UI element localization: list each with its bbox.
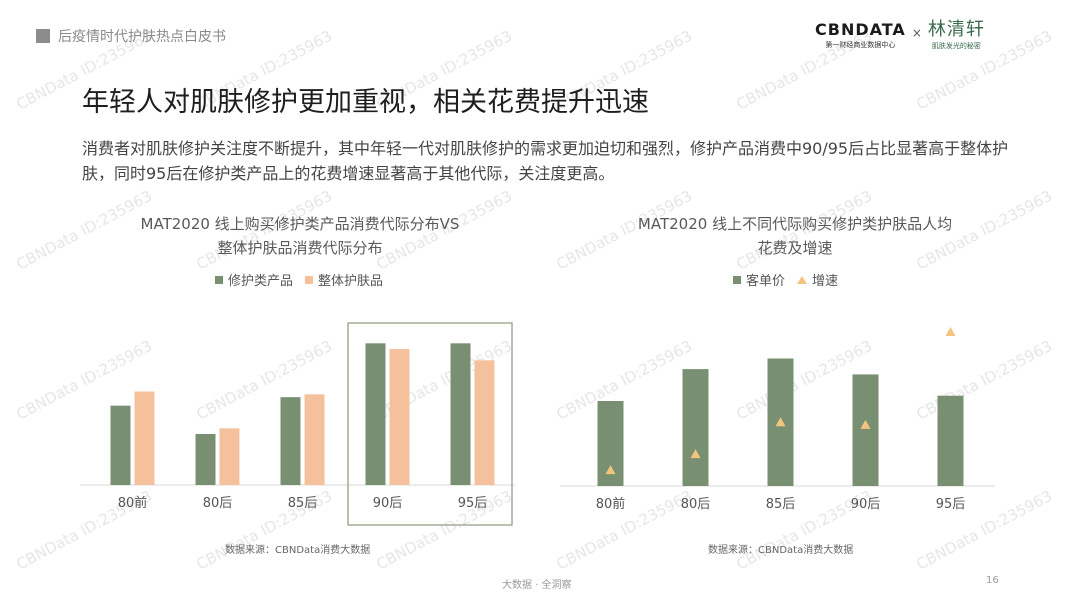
chart2-tick-label: 95后: [936, 497, 966, 512]
chart2-marker-1: [605, 465, 616, 475]
chart2-legend-item-2: 增速: [797, 270, 838, 289]
chart2-plot: 80前 80后 85后 90后 95后: [560, 326, 995, 512]
chart1-legend-item-2: 整体护肤品: [305, 270, 383, 289]
page-description: 消费者对肌肤修护关注度不断提升，其中年轻一代对肌肤修护的需求更加迫切和强烈，修护…: [82, 139, 1009, 183]
chart1-bar-2-4: [389, 349, 410, 485]
partner-logo: 林清轩 肌肤发光的秘密: [928, 20, 985, 51]
chart1-bar-1-2: [195, 434, 216, 485]
chart2-marker-4: [860, 419, 871, 429]
chart1-legend-label-2: 整体护肤品: [318, 274, 384, 289]
chart1-tick-label: 90后: [373, 496, 403, 511]
chart2-source: 数据来源：CBNData消费大数据: [708, 545, 854, 556]
chart1-bar-1-5: [450, 343, 471, 485]
chart1-bar-2-5: [474, 360, 495, 485]
chart2-tick-label: 80前: [596, 496, 626, 512]
chart1-tick-label: 80后: [203, 496, 233, 511]
section-header: 后疫情时代护肤热点白皮书: [36, 26, 226, 46]
chart2-legend-item-1: 客单价: [733, 270, 785, 289]
page-title: 年轻人对肌肤修护更加重视，相关花费提升迅速: [82, 87, 649, 118]
cbndata-logo: CBNDATA 第一财经商业数据中心: [815, 20, 906, 50]
chart2-tick-label: 90后: [851, 497, 881, 512]
chart1-legend-item-1: 修护类产品: [215, 270, 293, 289]
chart2-marker-5: [945, 326, 956, 336]
green-square-icon: [733, 275, 741, 284]
chart1-highlight-box: [347, 322, 513, 526]
page-number: 16: [986, 575, 999, 586]
chart1-legend: 修护类产品 整体护肤品: [215, 270, 395, 289]
section-label: 后疫情时代护肤热点白皮书: [58, 29, 226, 45]
chart2-title-line1: MAT2020 线上不同代际购买修护类护肤品人均: [637, 215, 953, 233]
brand-logos: CBNDATA 第一财经商业数据中心 × 林清轩 肌肤发光的秘密: [815, 20, 985, 51]
chart1-bar-1-4: [365, 343, 386, 485]
chart2-title-line2: 花费及增速: [757, 239, 833, 257]
section-square-icon: [36, 29, 50, 43]
chart1-legend-label-1: 修护类产品: [228, 274, 294, 289]
chart1-plot: 80前 80后 85后 90后 95后: [80, 322, 515, 526]
chart1-bar-2-3: [304, 394, 325, 485]
chart2-bar-5: [937, 395, 964, 486]
chart1-title-line1: MAT2020 线上购买修护类产品消费代际分布VS: [140, 215, 460, 233]
chart2-legend-label-2: 增速: [812, 274, 839, 289]
chart1-title-line2: 整体护肤品消费代际分布: [217, 239, 383, 257]
triangle-icon: [797, 275, 808, 284]
chart2-marker-2: [690, 449, 701, 459]
chart1-source: 数据来源：CBNData消费大数据: [225, 545, 371, 556]
chart2-title: MAT2020 线上不同代际购买修护类护肤品人均 花费及增速: [595, 212, 995, 260]
chart1-tick-label: 85后: [288, 496, 318, 511]
cbndata-name: CBNDATA: [815, 20, 906, 39]
chart1-bar-2-1: [134, 391, 155, 485]
chart2-bar-2: [682, 369, 709, 486]
green-square-icon: [215, 275, 223, 284]
chart2-legend-label-1: 客单价: [746, 274, 786, 289]
chart1-bar-2-2: [219, 428, 240, 485]
cbndata-tagline: 第一财经商业数据中心: [825, 41, 896, 49]
chart2-bar-4: [852, 374, 879, 486]
chart1-title: MAT2020 线上购买修护类产品消费代际分布VS 整体护肤品消费代际分布: [110, 212, 490, 260]
partner-name: 林清轩: [927, 19, 985, 40]
chart2-tick-label: 85后: [766, 497, 796, 512]
brand-separator: ×: [911, 26, 922, 40]
chart1-bar-1-3: [280, 397, 301, 485]
chart1-bar-1-1: [110, 405, 131, 485]
chart2-tick-label: 80后: [681, 497, 711, 512]
chart2-legend: 客单价 增速: [733, 270, 850, 289]
chart2-marker-3: [775, 417, 786, 427]
chart1-tick-label: 95后: [458, 496, 488, 511]
chart1-tick-label: 80前: [118, 495, 148, 511]
footer-text: 大数据 · 全洞察: [502, 580, 572, 591]
partner-tagline: 肌肤发光的秘密: [931, 42, 981, 50]
peach-square-icon: [305, 275, 314, 284]
